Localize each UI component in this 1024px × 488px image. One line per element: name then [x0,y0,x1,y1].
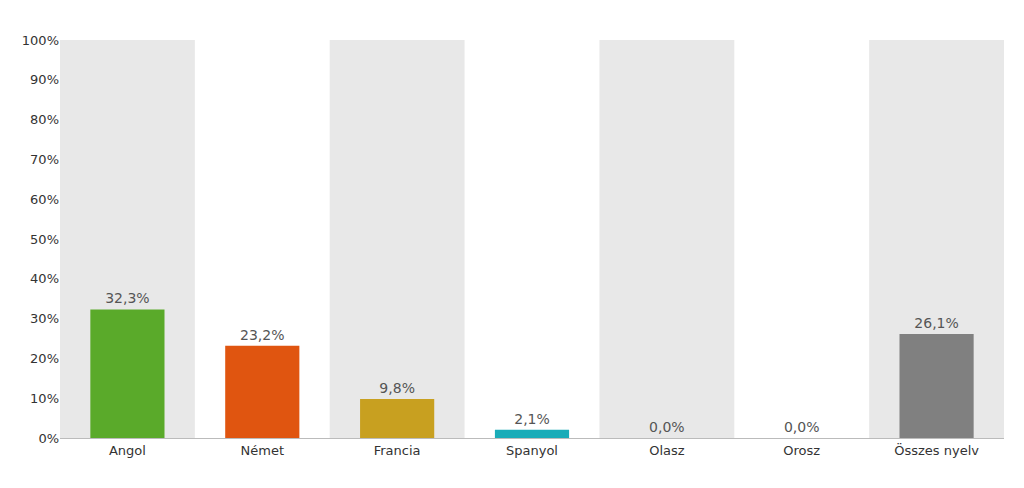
svg-text:Összes nyelv: Összes nyelv [894,442,979,458]
svg-text:32,3%: 32,3% [105,290,149,306]
svg-text:2,1%: 2,1% [514,411,550,427]
svg-text:0%: 0% [38,431,59,446]
svg-text:50%: 50% [30,232,59,247]
svg-text:0,0%: 0,0% [649,419,685,435]
svg-text:40%: 40% [30,271,59,286]
svg-text:70%: 70% [30,152,59,167]
svg-text:10%: 10% [30,391,59,406]
svg-text:0,0%: 0,0% [784,419,820,435]
svg-text:20%: 20% [30,351,59,366]
svg-text:Spanyol: Spanyol [506,443,558,458]
svg-text:Orosz: Orosz [783,443,820,458]
svg-text:26,1%: 26,1% [914,315,958,331]
svg-text:30%: 30% [30,311,59,326]
svg-text:100%: 100% [22,33,59,48]
svg-text:60%: 60% [30,192,59,207]
svg-text:Olasz: Olasz [649,443,685,458]
svg-text:90%: 90% [30,72,59,87]
svg-text:Angol: Angol [109,443,146,458]
svg-text:Francia: Francia [374,443,421,458]
svg-text:80%: 80% [30,112,59,127]
svg-text:Német: Német [241,443,284,458]
svg-text:9,8%: 9,8% [379,380,415,396]
svg-text:23,2%: 23,2% [240,327,284,343]
